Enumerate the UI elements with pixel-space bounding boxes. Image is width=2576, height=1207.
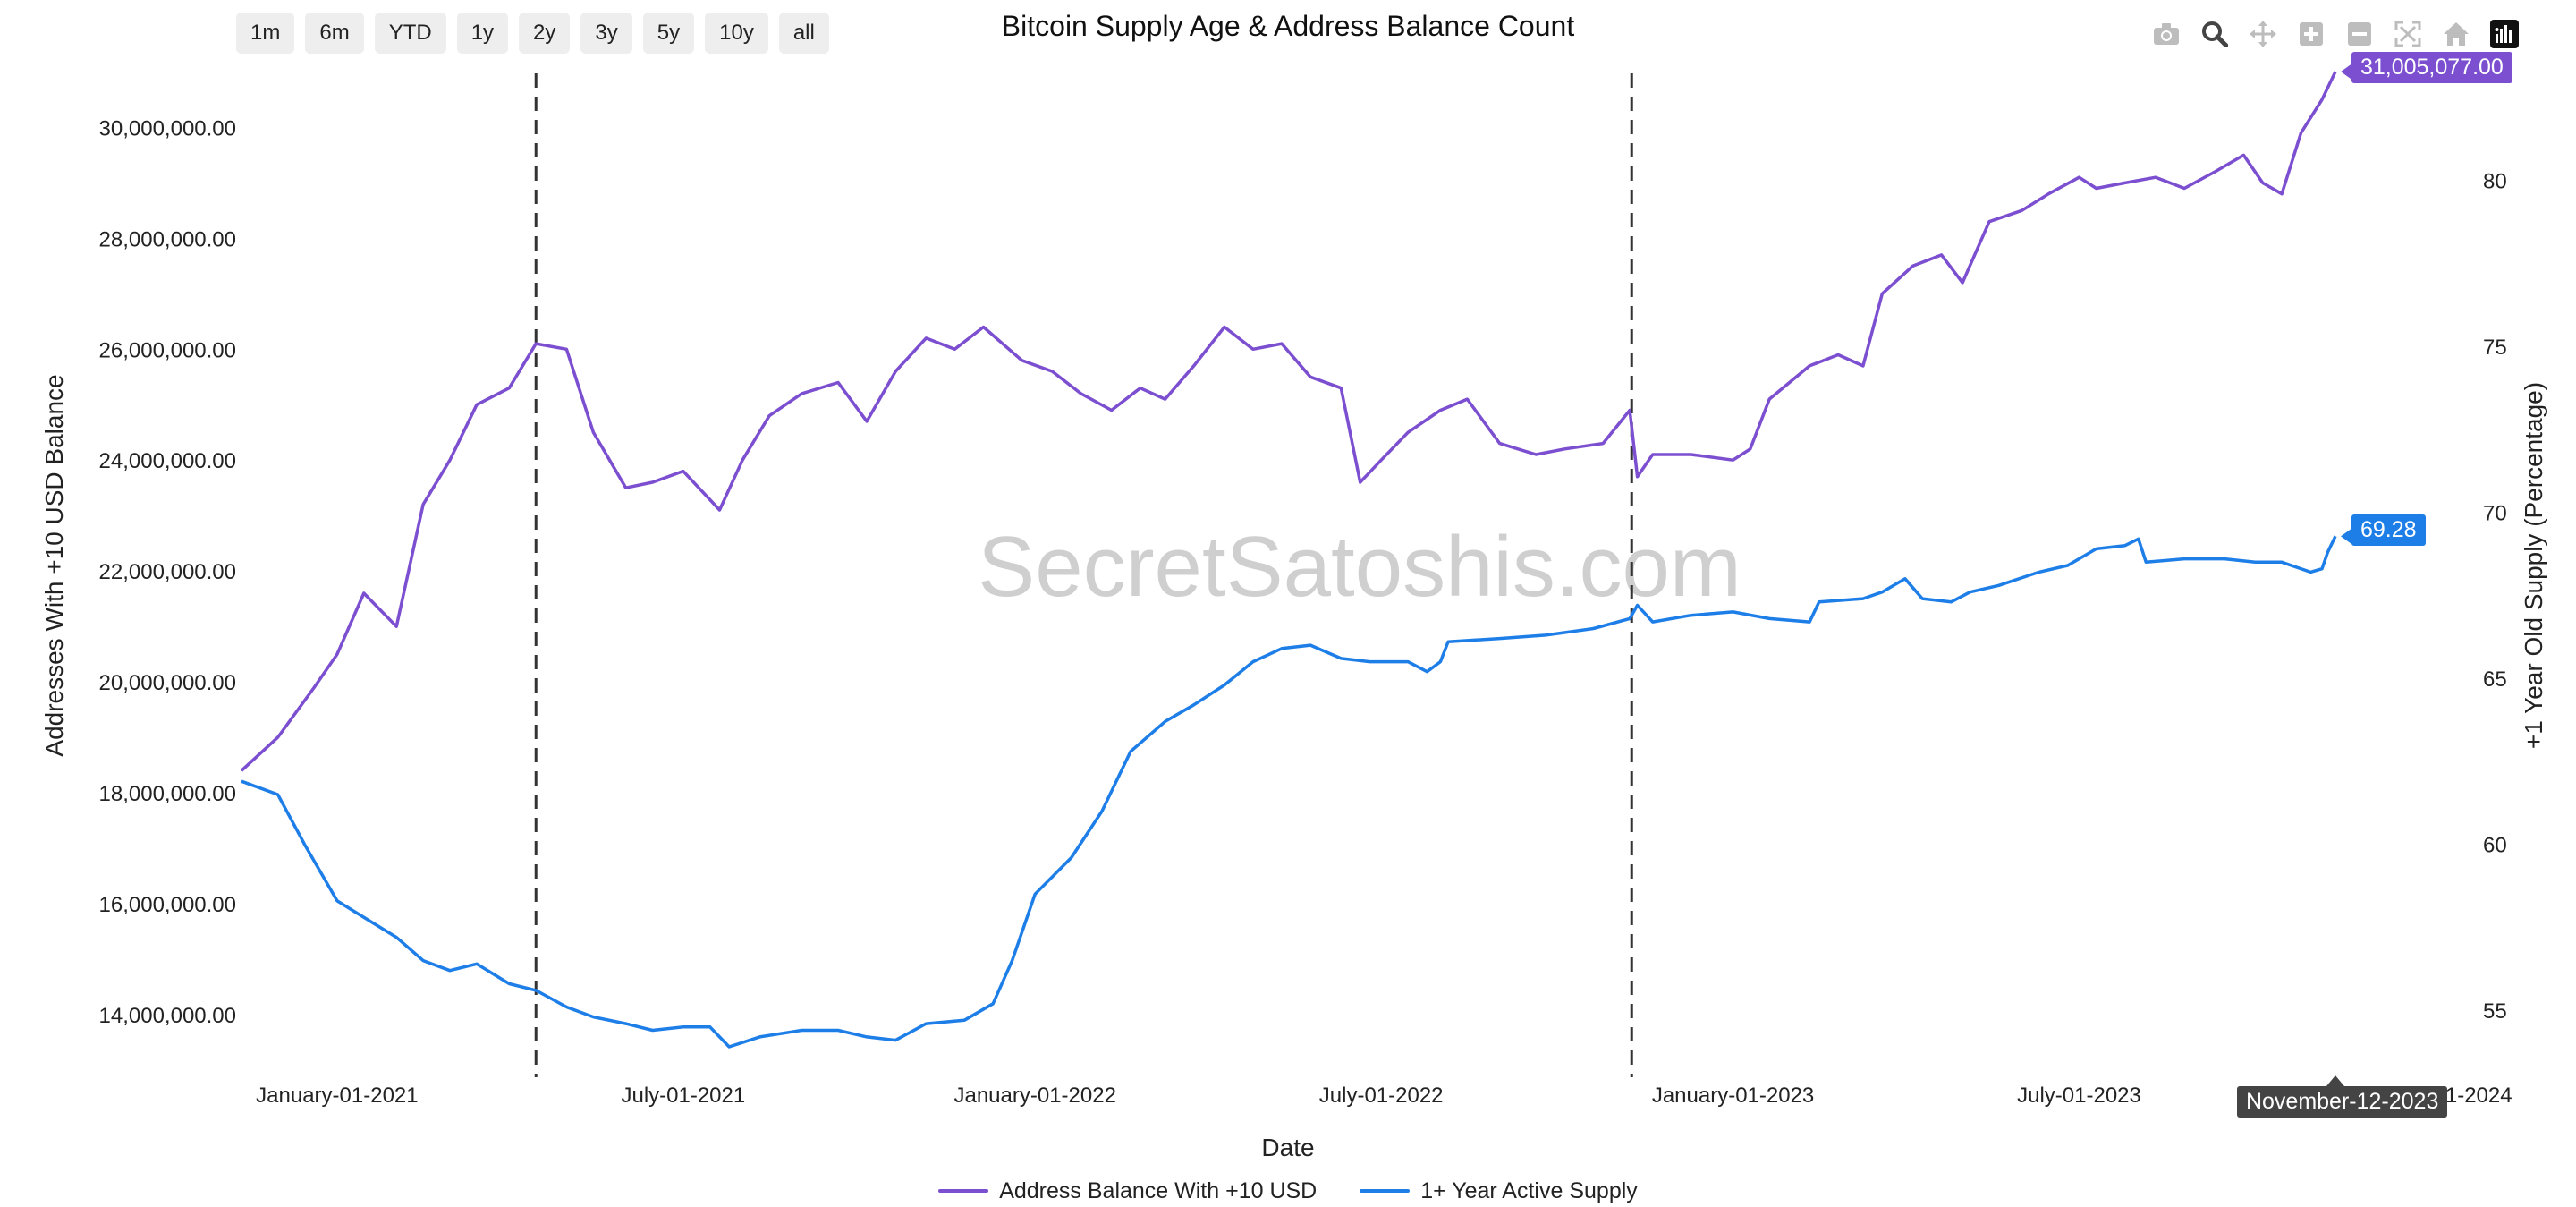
autoscale-icon[interactable]: [2390, 16, 2426, 52]
y-right-tick-label: 75: [2483, 336, 2507, 360]
watermark: SecretSatoshis.com: [978, 519, 1741, 615]
hover-pointer-date: [2326, 1075, 2344, 1086]
legend-label-active-supply: 1+ Year Active Supply: [1420, 1177, 1638, 1203]
y-left-tick-label: 28,000,000.00: [99, 227, 236, 251]
camera-icon[interactable]: [2148, 16, 2184, 52]
y-left-tick-label: 30,000,000.00: [99, 116, 236, 140]
range-button-ytd[interactable]: YTD: [374, 13, 446, 54]
y-axis-left-title: Addresses With +10 USD Balance: [40, 374, 68, 756]
y-left-tick-label: 24,000,000.00: [99, 449, 236, 473]
range-button-all[interactable]: all: [778, 13, 829, 54]
legend-label-address-balance: Address Balance With +10 USD: [999, 1177, 1318, 1203]
range-button-10y[interactable]: 10y: [705, 13, 768, 54]
y-right-tick-label: 65: [2483, 667, 2507, 692]
range-button-1y[interactable]: 1y: [456, 13, 509, 54]
hover-label-active-supply: 69.28: [2351, 514, 2426, 547]
y-axis-right-title: +1 Year Old Supply (Percentage): [2520, 382, 2547, 749]
zoom-out-icon[interactable]: [2342, 16, 2377, 52]
hover-pointer-active-supply: [2340, 527, 2353, 546]
y-right-tick-label: 70: [2483, 502, 2507, 526]
y-left-tick-label: 16,000,000.00: [99, 893, 236, 917]
y-left-tick-label: 14,000,000.00: [99, 1004, 236, 1028]
modebar: [2148, 16, 2522, 52]
hover-pointer-address-balance: [2340, 63, 2353, 81]
y-left-tick-label: 22,000,000.00: [99, 560, 236, 584]
legend-swatch-active-supply: [1360, 1189, 1411, 1193]
series-line-active-supply: [241, 535, 2337, 1049]
y-left-tick-label: 18,000,000.00: [99, 782, 236, 806]
x-tick-label: January-01-2021: [256, 1084, 418, 1108]
range-button-6m[interactable]: 6m: [305, 13, 364, 54]
range-button-5y[interactable]: 5y: [642, 13, 695, 54]
hover-label-address-balance: 31,005,077.00: [2351, 52, 2512, 84]
range-button-2y[interactable]: 2y: [519, 13, 571, 54]
x-tick-label: January-01-2022: [953, 1084, 1115, 1108]
series-line-address-balance: [240, 71, 2337, 772]
x-tick-label: July-01-2021: [621, 1084, 745, 1108]
y-left-tick-label: 26,000,000.00: [99, 338, 236, 362]
x-tick-label: July-01-2022: [1319, 1084, 1444, 1108]
zoom-in-icon[interactable]: [2293, 16, 2329, 52]
y-right-tick-label: 80: [2483, 170, 2507, 194]
plotly-logo-icon[interactable]: [2487, 16, 2522, 52]
hover-label-date: November-12-2023: [2236, 1086, 2448, 1118]
x-axis-title: Date: [1261, 1134, 1314, 1161]
range-selector: 1m 6m YTD 1y 2y 3y 5y 10y all: [236, 13, 829, 57]
x-tick-label: July-01-2023: [2017, 1084, 2141, 1108]
pan-icon[interactable]: [2245, 16, 2281, 52]
range-button-1m[interactable]: 1m: [236, 13, 295, 54]
legend-item-address-balance[interactable]: Address Balance With +10 USD: [938, 1177, 1317, 1204]
home-icon[interactable]: [2438, 16, 2474, 52]
range-button-3y[interactable]: 3y: [580, 13, 632, 54]
y-right-tick-label: 55: [2483, 999, 2507, 1024]
legend-item-active-supply[interactable]: 1+ Year Active Supply: [1360, 1177, 1638, 1204]
x-tick-label: January-01-2023: [1652, 1084, 1814, 1108]
chart-title: Bitcoin Supply Age & Address Balance Cou…: [1002, 10, 1575, 42]
legend: Address Balance With +10 USD 1+ Year Act…: [0, 1177, 2576, 1204]
y-right-tick-label: 60: [2483, 834, 2507, 858]
zoom-icon[interactable]: [2197, 16, 2233, 52]
legend-swatch-address-balance: [938, 1189, 989, 1193]
y-left-tick-label: 20,000,000.00: [99, 671, 236, 695]
